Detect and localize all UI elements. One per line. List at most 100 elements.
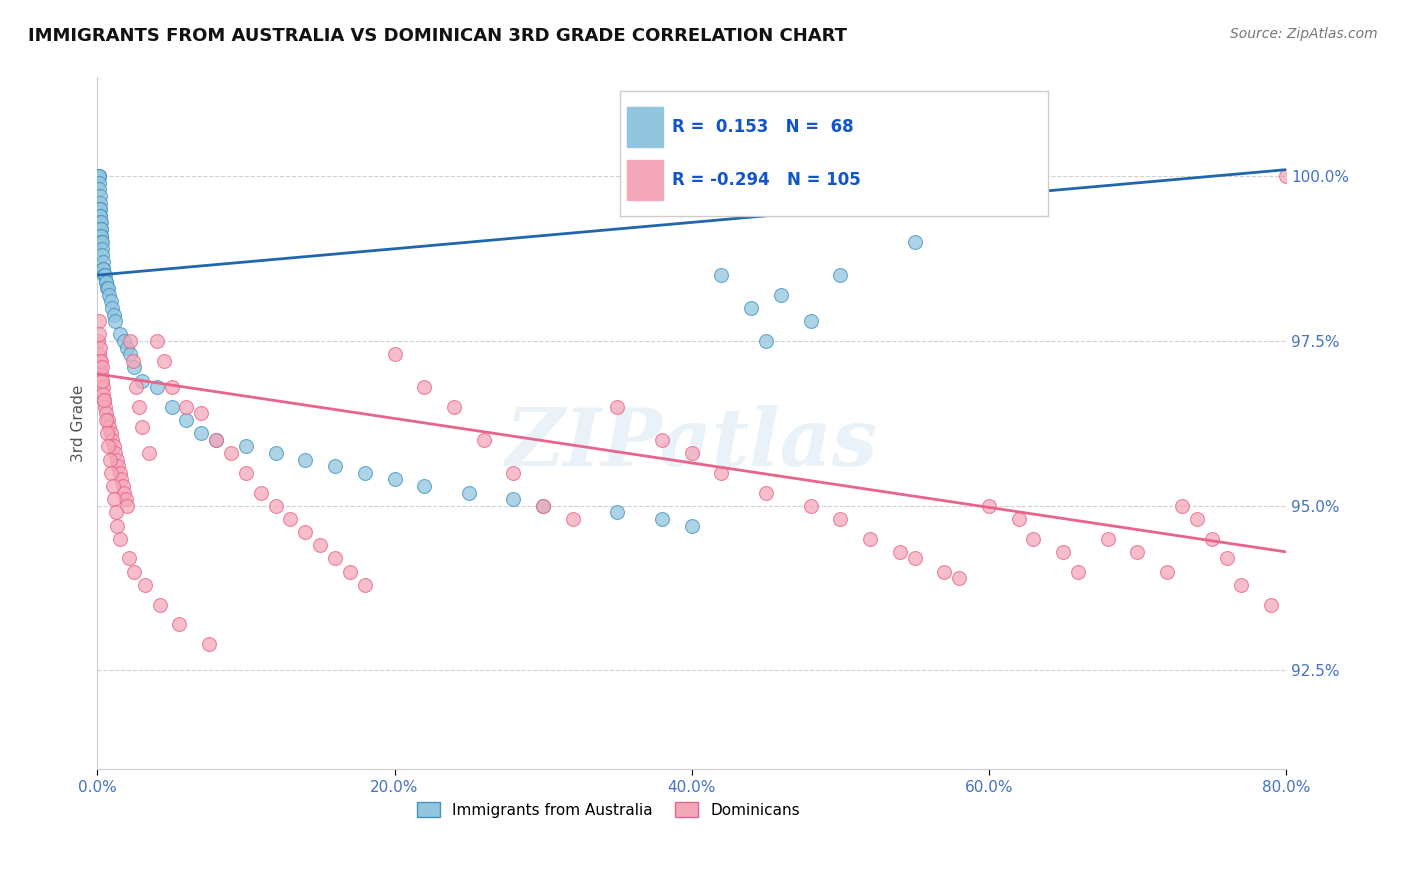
Point: [93, 393, 115, 408]
Point: [89, 176, 111, 190]
Point: [1067, 565, 1090, 579]
Point: [134, 578, 156, 592]
Point: [384, 472, 406, 486]
Point: [89, 215, 111, 229]
Point: [1275, 169, 1298, 184]
Point: [90, 353, 112, 368]
Point: [118, 347, 141, 361]
Point: [235, 466, 257, 480]
Point: [98, 452, 121, 467]
Point: [103, 308, 125, 322]
Point: [323, 551, 346, 566]
Point: [205, 433, 228, 447]
Point: [443, 400, 465, 414]
Point: [264, 446, 287, 460]
Point: [90, 222, 112, 236]
Point: [153, 353, 176, 368]
Point: [108, 327, 131, 342]
Point: [115, 341, 138, 355]
Point: [124, 565, 146, 579]
Point: [651, 512, 673, 526]
Point: [89, 353, 111, 368]
Point: [323, 459, 346, 474]
Point: [799, 314, 821, 328]
Point: [89, 202, 111, 217]
Point: [96, 281, 118, 295]
Point: [94, 268, 117, 282]
Point: [97, 413, 120, 427]
Point: [89, 195, 111, 210]
Point: [90, 215, 112, 229]
Point: [122, 353, 145, 368]
Point: [1171, 499, 1194, 513]
Point: [138, 446, 160, 460]
Point: [91, 255, 114, 269]
Point: [219, 446, 242, 460]
Point: [101, 433, 124, 447]
Point: [101, 479, 124, 493]
Point: [114, 492, 136, 507]
Point: [176, 413, 198, 427]
Point: [128, 400, 150, 414]
Point: [103, 492, 125, 507]
Point: [561, 512, 583, 526]
Point: [457, 485, 479, 500]
Point: [190, 426, 212, 441]
Point: [830, 512, 852, 526]
Point: [90, 235, 112, 249]
Point: [94, 275, 117, 289]
Point: [90, 374, 112, 388]
Point: [1185, 512, 1208, 526]
Point: [89, 360, 111, 375]
Point: [91, 380, 114, 394]
Point: [103, 439, 125, 453]
Point: [1126, 545, 1149, 559]
Point: [413, 479, 436, 493]
Point: [190, 407, 212, 421]
Point: [96, 407, 118, 421]
Point: [1230, 578, 1253, 592]
Point: [294, 452, 316, 467]
Point: [90, 222, 112, 236]
Point: [167, 617, 190, 632]
Point: [502, 492, 524, 507]
Point: [755, 485, 778, 500]
Point: [769, 288, 792, 302]
Text: IMMIGRANTS FROM AUSTRALIA VS DOMINICAN 3RD GRADE CORRELATION CHART: IMMIGRANTS FROM AUSTRALIA VS DOMINICAN 3…: [28, 27, 848, 45]
Point: [710, 268, 733, 282]
Point: [146, 380, 169, 394]
Point: [89, 209, 111, 223]
Point: [606, 400, 628, 414]
Point: [118, 334, 141, 348]
Point: [1022, 532, 1045, 546]
Point: [1156, 565, 1178, 579]
Point: [94, 413, 117, 427]
Point: [108, 466, 131, 480]
Point: [1215, 551, 1237, 566]
Point: [93, 268, 115, 282]
Point: [89, 182, 111, 196]
Point: [91, 248, 114, 262]
Point: [280, 512, 302, 526]
Point: [104, 505, 127, 519]
Text: Source: ZipAtlas.com: Source: ZipAtlas.com: [1230, 27, 1378, 41]
Point: [384, 347, 406, 361]
Point: [472, 433, 495, 447]
Point: [93, 393, 115, 408]
Point: [176, 400, 198, 414]
Point: [96, 275, 118, 289]
Point: [89, 209, 111, 223]
Point: [89, 327, 111, 342]
Point: [681, 446, 703, 460]
Point: [87, 169, 110, 184]
Text: ZIPatlas: ZIPatlas: [506, 405, 877, 483]
Point: [934, 565, 956, 579]
Point: [107, 459, 129, 474]
Point: [131, 374, 153, 388]
Point: [249, 485, 271, 500]
Point: [740, 301, 762, 315]
Point: [97, 281, 120, 295]
Point: [859, 532, 882, 546]
Point: [90, 228, 112, 243]
Point: [531, 499, 554, 513]
